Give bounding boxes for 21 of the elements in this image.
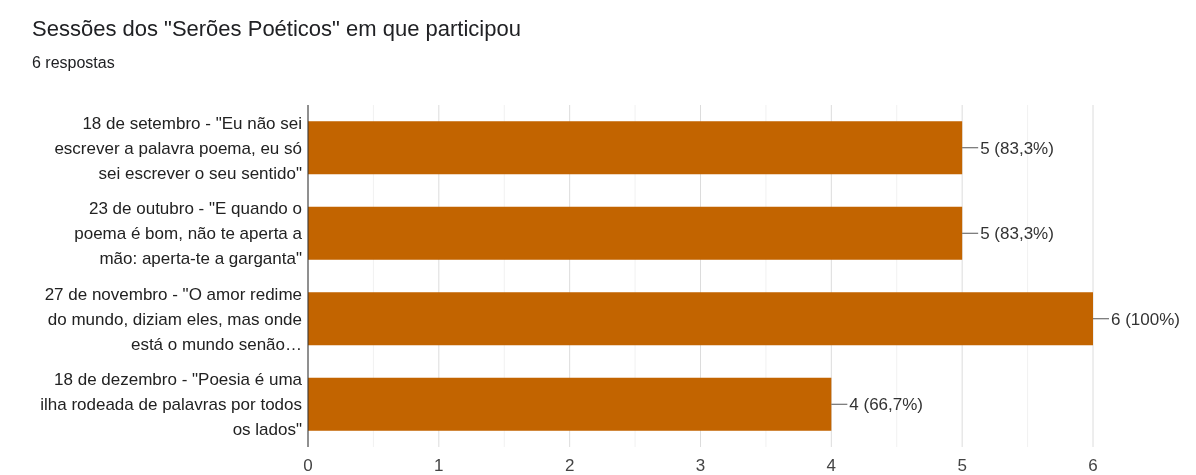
text: 6 respostas	[32, 54, 115, 71]
chart-title: Sessões dos "Serões Poéticos" em que participou	[32, 16, 521, 41]
y-tick-label: 18 de dezembro - "Poesia é uma ilha rodeada de palavras por todos os lados"	[40, 370, 303, 440]
data-label: 5 (83,3%)	[980, 138, 1054, 158]
x-tick-label: 3	[695, 456, 706, 475]
x-tick-label: 4	[826, 456, 837, 475]
y-tick-label: 18 de setembro - "Eu não sei escrever a palavra poema, eu só sei escrever o seu sentido"	[54, 113, 302, 183]
x-tick-label: 1	[434, 456, 444, 475]
data-label: 6 (100%)	[1111, 309, 1180, 329]
bar	[308, 206, 963, 260]
x-tick-label: 6	[1088, 456, 1098, 475]
bar	[308, 121, 963, 175]
data-label: 5 (83,3%)	[980, 224, 1054, 244]
x-tick-label: 2	[564, 456, 575, 475]
y-tick-label: 23 de outubro - "E quando o poema é bom, não te aperta a mão: aperta-te a garganta"	[74, 199, 303, 269]
bar	[308, 292, 1093, 346]
x-tick-label: 5	[957, 456, 967, 475]
y-tick-label: 27 de novembro - "O amor redime do mundo, diziam eles, mas onde está o mundo senão…	[44, 284, 302, 354]
x-tick-label: 0	[303, 456, 313, 475]
bar	[308, 377, 832, 431]
data-label: 4 (66,7%)	[849, 395, 924, 415]
